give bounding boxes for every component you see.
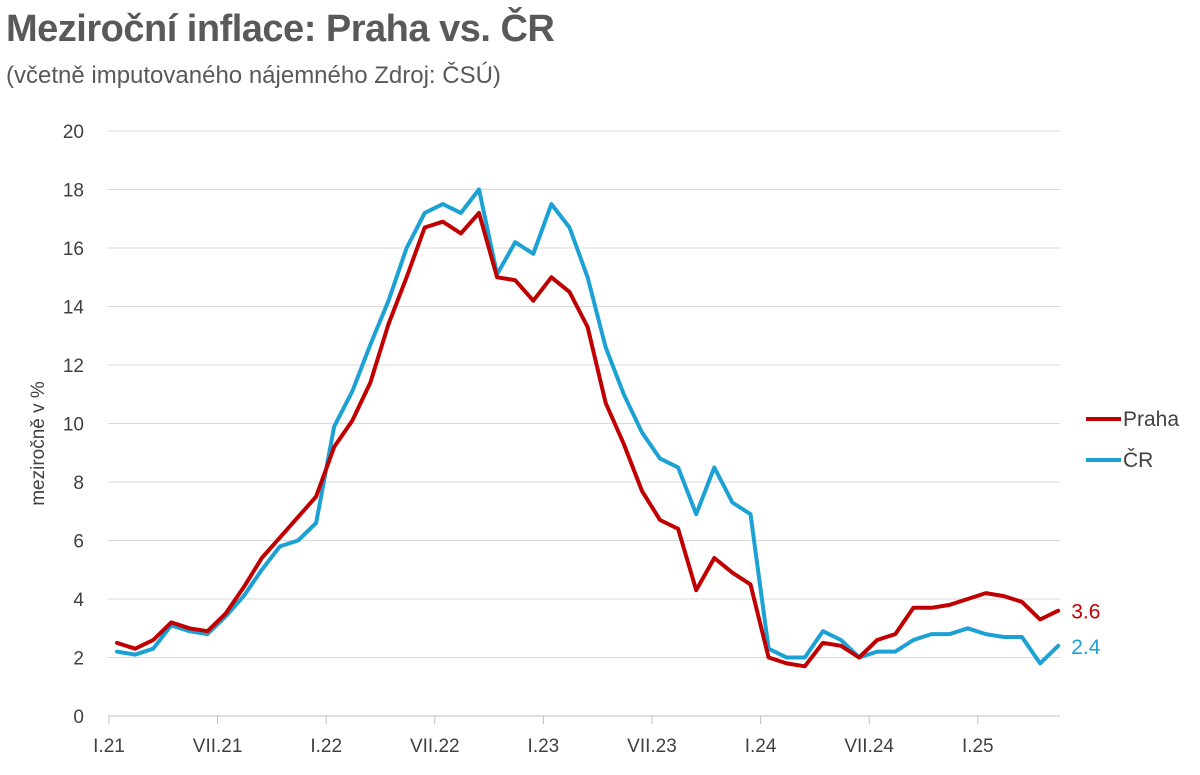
legend: Praha ČR bbox=[1086, 408, 1179, 472]
x-tick-label: I.22 bbox=[310, 736, 342, 757]
x-tick-label: VII.21 bbox=[193, 736, 243, 757]
y-tick-label: 2 bbox=[73, 649, 84, 670]
x-tick-label: VII.22 bbox=[410, 736, 460, 757]
y-tick-label: 4 bbox=[73, 590, 84, 611]
y-tick-label: 16 bbox=[63, 239, 84, 260]
chart-title: Meziroční inflace: Praha vs. ČR bbox=[6, 8, 555, 50]
y-tick-label: 8 bbox=[73, 473, 84, 494]
y-tick-label: 14 bbox=[63, 298, 85, 319]
y-tick-label: 0 bbox=[73, 707, 84, 728]
x-tick-label: I.25 bbox=[962, 736, 994, 757]
legend-label: Praha bbox=[1123, 408, 1179, 431]
chart-subtitle: (včetně imputovaného nájemného Zdroj: ČS… bbox=[6, 62, 501, 89]
x-tick-label: VII.24 bbox=[844, 736, 894, 757]
y-axis-label: meziročně v % bbox=[28, 381, 49, 506]
series-lines bbox=[115, 187, 1061, 669]
y-tick-label: 18 bbox=[63, 181, 84, 202]
y-tick-label: 6 bbox=[73, 532, 84, 553]
end-labels: 3.6 2.4 bbox=[1071, 601, 1101, 659]
x-tick-label: I.23 bbox=[528, 736, 560, 757]
x-tick-label: I.21 bbox=[93, 736, 125, 757]
end-value-label: 3.6 bbox=[1071, 601, 1100, 624]
x-tick-label: I.24 bbox=[745, 736, 777, 757]
series-line-cr bbox=[115, 187, 1061, 666]
series-line-praha bbox=[115, 210, 1061, 669]
y-axis-ticks: 0 2 4 6 8 10 12 14 16 18 20 bbox=[63, 122, 85, 728]
gridlines bbox=[108, 130, 1060, 658]
y-tick-label: 20 bbox=[63, 122, 84, 143]
x-tick-label: VII.23 bbox=[627, 736, 677, 757]
x-axis-ticks: I.21 VII.21 I.22 VII.22 I.23 VII.23 I.24 VII.24… bbox=[93, 716, 994, 757]
legend-label: ČR bbox=[1123, 449, 1153, 472]
y-tick-label: 12 bbox=[63, 356, 84, 377]
y-tick-label: 10 bbox=[63, 415, 84, 436]
end-value-label: 2.4 bbox=[1071, 636, 1101, 659]
